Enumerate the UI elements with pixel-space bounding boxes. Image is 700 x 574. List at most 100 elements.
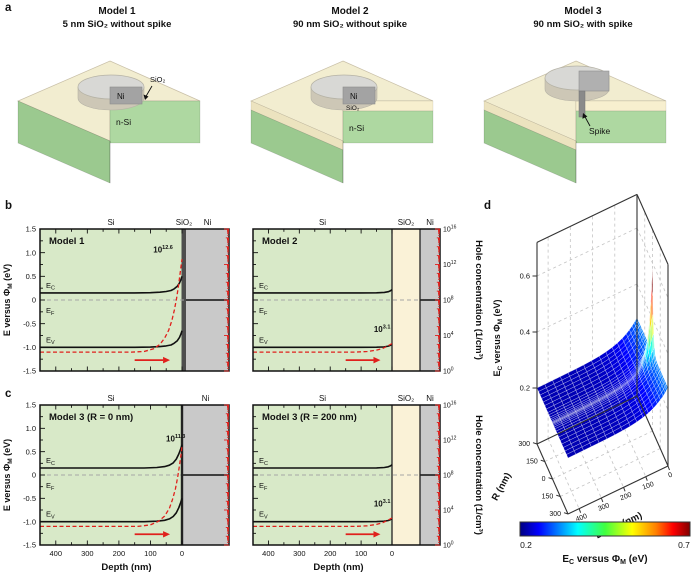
panel-label-a: a (5, 2, 12, 14)
z-axis-title: EC versus ΦM (eV) (492, 299, 504, 376)
svg-text:300: 300 (597, 502, 610, 513)
y-axis-title: E versus ΦM (eV) (2, 264, 14, 336)
colorbar-title: EC versus ΦM (eV) (562, 554, 647, 566)
peak-annotation: 1011.3 (166, 434, 185, 444)
ni-contact-face (342, 86, 376, 105)
surface-mesh (536, 268, 669, 459)
region-label: SiO₂ (398, 394, 414, 403)
model3-schematic: Spike (483, 60, 667, 184)
hole-axis-title: Hole concentration (1/cm³) (473, 240, 484, 360)
n-si-label: n-Si (116, 117, 131, 127)
region-label: Ni (204, 218, 212, 227)
svg-text:0: 0 (32, 471, 36, 480)
svg-text:0: 0 (180, 549, 184, 558)
hole-concentration-curve (253, 517, 393, 528)
band-label: EC (259, 281, 268, 292)
hole-axis-ticks: 1016 1012 108 104 100 Hole concentration (1/c… (435, 401, 484, 550)
svg-text:150: 150 (526, 459, 538, 466)
band-curves (40, 444, 183, 528)
band-curves (253, 464, 393, 528)
model1-title-line2: 5 nm SiO₂ without spike (62, 19, 172, 30)
hole-axis-tick-label: 108 (443, 471, 454, 480)
svg-text:-1.0: -1.0 (23, 517, 36, 526)
svg-text:300: 300 (549, 511, 561, 518)
colorbar-max-label: 0.7 (678, 540, 690, 550)
n-si-cut-face (575, 110, 667, 144)
plot-title: Model 1 (49, 236, 85, 247)
x-axis-title: Depth (nm) (313, 562, 363, 573)
hole-axis-ticks (224, 228, 229, 372)
svg-text:-1.5: -1.5 (23, 367, 36, 376)
ni-label: Ni (350, 92, 358, 101)
peak-annotation: 103.1 (374, 499, 391, 509)
hole-axis-title: Hole concentration (1/cm³) (473, 415, 484, 535)
cylinder-cut-face (578, 70, 610, 92)
hole-axis-tick-label: 100 (443, 541, 454, 550)
si-region (253, 405, 392, 545)
band-plot-b2: Si SiO₂ Ni 1016 1012 108 104 100 Hole concentrat… (252, 218, 484, 376)
svg-text:200: 200 (619, 492, 632, 503)
plot-title: Model 2 (262, 236, 297, 247)
svg-text:100: 100 (355, 549, 368, 558)
region-label: Si (319, 394, 326, 403)
region-label: Ni (426, 394, 434, 403)
band-label: EC (46, 456, 55, 467)
surface-plot: 0.6 0.4 0.2 EC versus ΦM (eV) 300 150 0 150 300 R… (490, 193, 691, 566)
svg-text:300: 300 (293, 549, 306, 558)
sio2-layer-cut-face (575, 100, 667, 112)
n-si-cut-face (342, 110, 434, 144)
slab-left-face (250, 109, 344, 184)
sio2-arrowhead-icon (143, 94, 149, 100)
axis-ticks: 1.5 1.0 0.5 0 -0.5 -1.0 -1.5 (23, 225, 183, 376)
hole-axis-ticks (224, 404, 229, 546)
band-label: EV (46, 335, 55, 346)
slab-left-face (483, 109, 577, 184)
region-label: SiO₂ (176, 218, 192, 227)
hole-concentration-curve (40, 446, 183, 528)
hole-axis-tick-label: 108 (443, 296, 454, 305)
ni-label: Ni (117, 92, 125, 101)
hole-concentration-curve (253, 342, 393, 353)
hole-axis-tick-label: 1012 (443, 436, 457, 445)
hole-axis-ticks: 1016 1012 108 104 100 Hole concentration (1/c… (435, 225, 484, 376)
colorbar: 0.2 0.7 EC versus ΦM (eV) (519, 521, 691, 566)
y-axis-title: E versus ΦM (eV) (2, 439, 14, 511)
region-label: Si (107, 218, 114, 227)
arrowhead-icon (373, 531, 381, 538)
model2-schematic: Ni SiO₂ n-Si (250, 60, 434, 184)
panel-label-b: b (5, 200, 13, 212)
hole-axis-tick-label: 1016 (443, 225, 457, 234)
svg-text:-0.5: -0.5 (23, 319, 36, 328)
svg-text:100: 100 (144, 549, 157, 558)
sio2-label: SiO₂ (150, 75, 166, 84)
band-label: EC (259, 456, 268, 467)
band-label: EF (259, 481, 268, 492)
model1-schematic: Ni SiO₂ n-Si (17, 60, 201, 184)
svg-text:150: 150 (542, 494, 554, 501)
r-axis-title: R (nm) (490, 471, 514, 503)
svg-text:300: 300 (81, 549, 94, 558)
hole-axis-tick-label: 104 (443, 506, 454, 515)
band-label: EV (259, 510, 268, 521)
model3-title-line1: Model 3 (564, 6, 602, 17)
si-region (253, 229, 392, 371)
svg-text:0.4: 0.4 (520, 328, 530, 337)
hole-axis-tick-label: 100 (443, 367, 454, 376)
peak-annotation: 1012.6 (153, 245, 173, 255)
svg-text:300: 300 (518, 441, 530, 448)
region-label: Ni (426, 218, 434, 227)
n-si-label: n-Si (349, 123, 364, 133)
svg-text:-1.0: -1.0 (23, 343, 36, 352)
svg-text:-0.5: -0.5 (23, 494, 36, 503)
svg-text:400: 400 (50, 549, 63, 558)
band-label: EF (259, 306, 268, 317)
band-label: EC (46, 281, 55, 292)
band-label: EV (46, 510, 55, 521)
svg-text:-1.5: -1.5 (23, 541, 36, 550)
axis-ticks: 400 300 200 100 0 Depth (nm) (252, 404, 394, 573)
svg-text:400: 400 (262, 549, 275, 558)
band-plot-b1: Si SiO₂ Ni 1.5 1.0 0.5 0 -0.5 -1.0 -1.5 Model 1 EC E… (2, 218, 230, 376)
model1-title: Model 1 5 nm SiO₂ without spike (7, 5, 227, 31)
